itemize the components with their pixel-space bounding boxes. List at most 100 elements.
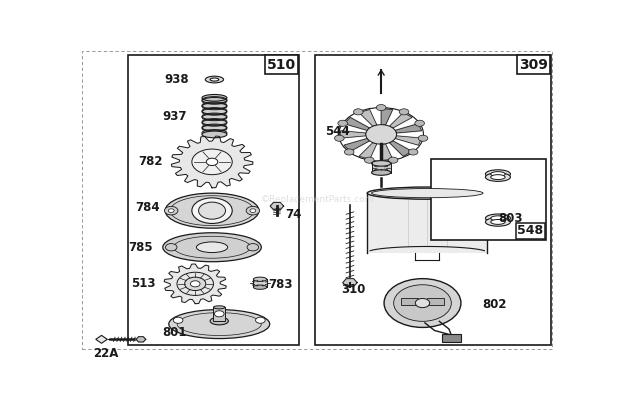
Ellipse shape xyxy=(254,285,267,289)
Circle shape xyxy=(190,281,200,287)
Circle shape xyxy=(255,317,265,323)
Circle shape xyxy=(247,244,259,251)
Circle shape xyxy=(353,109,363,115)
Polygon shape xyxy=(395,124,422,133)
Text: ©ReplacementParts.com: ©ReplacementParts.com xyxy=(261,196,374,204)
Text: 22A: 22A xyxy=(94,347,119,360)
Text: 783: 783 xyxy=(268,278,293,291)
Ellipse shape xyxy=(485,214,510,223)
Circle shape xyxy=(338,120,348,126)
Polygon shape xyxy=(381,109,392,125)
Polygon shape xyxy=(341,131,366,138)
Polygon shape xyxy=(136,337,146,342)
Circle shape xyxy=(174,317,183,323)
Polygon shape xyxy=(270,202,283,210)
Bar xyxy=(371,164,391,173)
Circle shape xyxy=(365,157,374,163)
Bar xyxy=(128,55,299,345)
Circle shape xyxy=(345,149,354,155)
Polygon shape xyxy=(381,144,392,160)
Ellipse shape xyxy=(485,218,510,226)
Circle shape xyxy=(418,135,428,141)
Text: 801: 801 xyxy=(162,326,187,339)
Bar xyxy=(401,298,418,305)
Circle shape xyxy=(246,206,260,215)
Text: 309: 309 xyxy=(520,57,548,72)
Circle shape xyxy=(168,209,174,213)
Bar xyxy=(254,279,267,287)
Ellipse shape xyxy=(202,95,227,101)
Ellipse shape xyxy=(485,170,510,178)
Circle shape xyxy=(394,285,451,321)
Text: 510: 510 xyxy=(267,57,296,72)
Text: 548: 548 xyxy=(518,224,544,237)
Ellipse shape xyxy=(491,219,505,225)
Circle shape xyxy=(198,202,226,219)
Circle shape xyxy=(192,149,232,175)
Ellipse shape xyxy=(202,131,227,138)
Text: 785: 785 xyxy=(128,241,153,254)
Polygon shape xyxy=(344,139,370,151)
Circle shape xyxy=(215,311,224,317)
Circle shape xyxy=(164,206,178,215)
Bar xyxy=(202,98,227,134)
Bar xyxy=(441,334,461,342)
Bar xyxy=(367,193,487,253)
Circle shape xyxy=(206,158,218,166)
Ellipse shape xyxy=(254,277,267,282)
Circle shape xyxy=(335,135,344,141)
Bar xyxy=(427,298,444,305)
Ellipse shape xyxy=(371,170,391,175)
Polygon shape xyxy=(395,136,422,145)
Circle shape xyxy=(415,120,425,126)
Text: 784: 784 xyxy=(136,201,160,214)
Polygon shape xyxy=(171,136,253,188)
Ellipse shape xyxy=(485,173,510,181)
Polygon shape xyxy=(389,141,412,156)
Bar xyxy=(213,307,225,321)
Text: 782: 782 xyxy=(138,155,163,168)
Text: 937: 937 xyxy=(162,110,187,123)
Polygon shape xyxy=(389,112,412,128)
Circle shape xyxy=(409,149,418,155)
Polygon shape xyxy=(359,110,377,126)
Circle shape xyxy=(177,272,213,295)
Ellipse shape xyxy=(213,306,225,309)
Ellipse shape xyxy=(491,216,505,221)
Polygon shape xyxy=(343,279,357,287)
Bar xyxy=(431,159,546,240)
Circle shape xyxy=(376,105,386,110)
Ellipse shape xyxy=(165,193,259,228)
Circle shape xyxy=(384,279,461,327)
Circle shape xyxy=(166,244,177,251)
Ellipse shape xyxy=(205,76,224,83)
Ellipse shape xyxy=(491,171,505,177)
Bar xyxy=(316,55,551,345)
Text: 802: 802 xyxy=(482,298,507,311)
Ellipse shape xyxy=(367,187,487,199)
Circle shape xyxy=(185,277,206,291)
Ellipse shape xyxy=(371,188,483,198)
Text: 938: 938 xyxy=(164,73,189,86)
Ellipse shape xyxy=(163,233,261,262)
Text: 74: 74 xyxy=(285,208,301,221)
Text: 803: 803 xyxy=(498,212,523,225)
Text: 310: 310 xyxy=(341,284,366,297)
Circle shape xyxy=(366,125,397,144)
Polygon shape xyxy=(359,143,377,159)
Text: 513: 513 xyxy=(131,277,156,290)
Polygon shape xyxy=(344,118,370,130)
Text: 544: 544 xyxy=(326,125,350,138)
Ellipse shape xyxy=(210,317,228,325)
Ellipse shape xyxy=(210,78,219,81)
Circle shape xyxy=(192,198,232,223)
Circle shape xyxy=(399,109,409,115)
Polygon shape xyxy=(95,335,107,343)
Ellipse shape xyxy=(197,242,228,253)
Ellipse shape xyxy=(491,175,505,179)
Circle shape xyxy=(250,209,256,213)
Ellipse shape xyxy=(169,310,270,339)
Circle shape xyxy=(388,157,398,163)
Polygon shape xyxy=(164,264,226,304)
Circle shape xyxy=(415,299,430,308)
